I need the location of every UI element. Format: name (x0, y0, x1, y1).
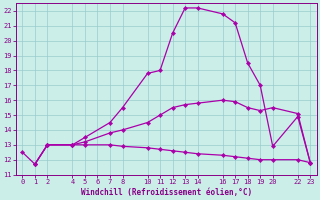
X-axis label: Windchill (Refroidissement éolien,°C): Windchill (Refroidissement éolien,°C) (81, 188, 252, 197)
